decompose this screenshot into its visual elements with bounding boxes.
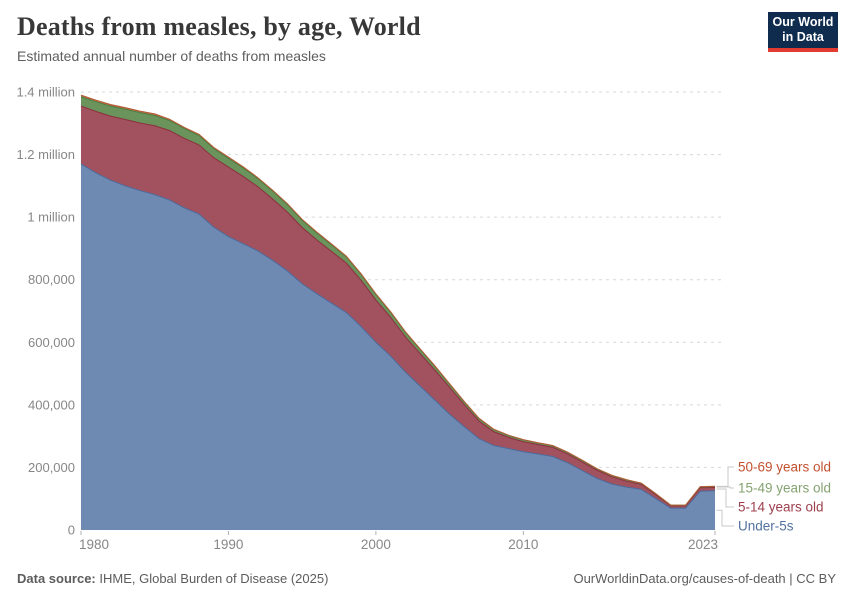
area-5-14-years-old[interactable]: [81, 106, 715, 509]
legend-label-5-14-years-old[interactable]: 5-14 years old: [738, 500, 824, 515]
y-axis-label: 1.4 million: [16, 85, 75, 100]
area-series-group: [80, 94, 716, 530]
legend-connector-under-5s: [716, 509, 734, 527]
x-axis-label: 1990: [213, 537, 243, 552]
owid-logo-line2: in Data: [782, 30, 824, 44]
legend-label-50-69-years-old[interactable]: 50-69 years old: [738, 460, 831, 475]
x-axis-label: 2023: [688, 537, 718, 552]
y-axis-label: 800,000: [28, 272, 75, 287]
area-under-5s[interactable]: [81, 163, 715, 530]
page-subtitle: Estimated annual number of deaths from m…: [17, 48, 326, 64]
owid-logo[interactable]: Our World in Data: [768, 12, 838, 52]
legend-connector-50-69-years-old: [716, 466, 734, 487]
legend-connector-5-14-years-old: [716, 488, 734, 508]
owid-logo-line1: Our World: [772, 15, 834, 29]
axes-group: 0 200,000 400,000 600,000 800,000 1 million 1.…: [16, 85, 718, 553]
area-edge-50-69-years-old: [80, 94, 716, 506]
y-axis-label: 1 million: [27, 210, 75, 225]
y-axis-label: 600,000: [28, 335, 75, 350]
legend-group: Under-5s 5-14 years old 15-49 years old 50-…: [716, 460, 831, 534]
y-axis-label: 200,000: [28, 460, 75, 475]
credit-license-note[interactable]: OurWorldinData.org/causes-of-death | CC …: [573, 571, 836, 586]
y-axis-label: 0: [68, 523, 75, 538]
legend-connector-15-49-years-old: [716, 486, 734, 489]
legend-label-under-5s[interactable]: Under-5s: [738, 519, 794, 534]
area-edge-5-14-years-old: [80, 105, 716, 507]
page-title: Deaths from measles, by age, World: [17, 12, 421, 41]
footer: Data source: IHME, Global Burden of Dise…: [17, 571, 836, 586]
area-edge-under-5s: [80, 163, 716, 509]
x-axis-label: 2010: [508, 537, 538, 552]
data-source-label: Data source:: [17, 571, 96, 586]
y-axis-label: 1.2 million: [16, 147, 75, 162]
legend-label-15-49-years-old[interactable]: 15-49 years old: [738, 481, 831, 496]
data-source-note: Data source: IHME, Global Burden of Dise…: [17, 571, 328, 586]
data-source-text: IHME, Global Burden of Disease (2025): [95, 571, 329, 586]
x-axis-label: 1980: [79, 537, 109, 552]
x-axis-label: 2000: [361, 537, 391, 552]
y-axis-label: 400,000: [28, 397, 75, 412]
